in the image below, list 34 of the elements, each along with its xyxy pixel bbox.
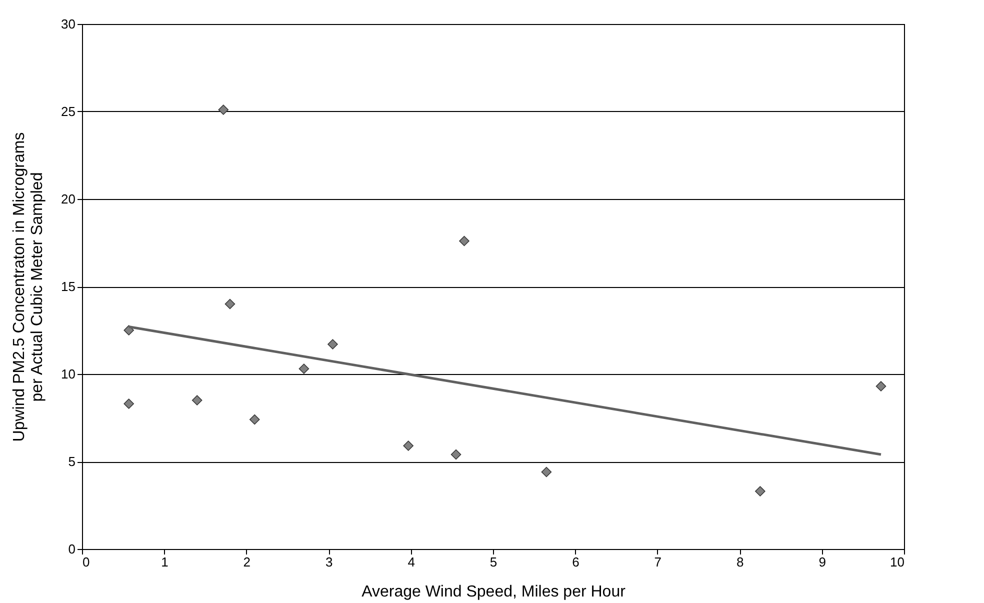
y-tick-label: 0 bbox=[68, 542, 76, 556]
point bbox=[450, 449, 462, 460]
point bbox=[328, 339, 338, 350]
point bbox=[218, 104, 229, 115]
point bbox=[192, 395, 202, 406]
y-tick-label: 20 bbox=[61, 192, 76, 206]
y-tick-label: 30 bbox=[61, 16, 76, 32]
x-tick-label: 6 bbox=[572, 554, 580, 570]
point bbox=[124, 325, 134, 336]
x-tick-label: 3 bbox=[325, 554, 333, 570]
x-tick-label: 4 bbox=[408, 554, 415, 570]
y-tick-label: 25 bbox=[61, 104, 76, 119]
point bbox=[876, 381, 886, 392]
point bbox=[298, 364, 310, 374]
point bbox=[755, 486, 766, 496]
x-axis-title: Average Wind Speed, Miles per Hour bbox=[362, 584, 626, 600]
x-tick-label: 5 bbox=[490, 554, 498, 570]
point bbox=[124, 398, 134, 409]
y-tick-label: 5 bbox=[68, 454, 76, 469]
x-tick-label: 0 bbox=[82, 554, 90, 570]
x-tick-label: 10 bbox=[890, 554, 904, 570]
x-tick-label: 1 bbox=[161, 554, 168, 570]
point bbox=[224, 298, 236, 310]
x-tick-label: 2 bbox=[243, 554, 251, 570]
point bbox=[541, 466, 552, 478]
x-tick-label: 8 bbox=[736, 554, 744, 570]
y-tick-label: 10 bbox=[61, 366, 76, 382]
x-tick-label: 7 bbox=[654, 554, 662, 570]
y-tick-label: 15 bbox=[61, 279, 76, 294]
point bbox=[459, 236, 470, 246]
point bbox=[403, 440, 414, 451]
y-axis-title: Upwind PM2.5 Concentraton in Micrograms per Actual Cubic Meter Sampled bbox=[11, 132, 46, 442]
x-tick-label: 9 bbox=[818, 554, 826, 570]
point bbox=[249, 414, 260, 425]
